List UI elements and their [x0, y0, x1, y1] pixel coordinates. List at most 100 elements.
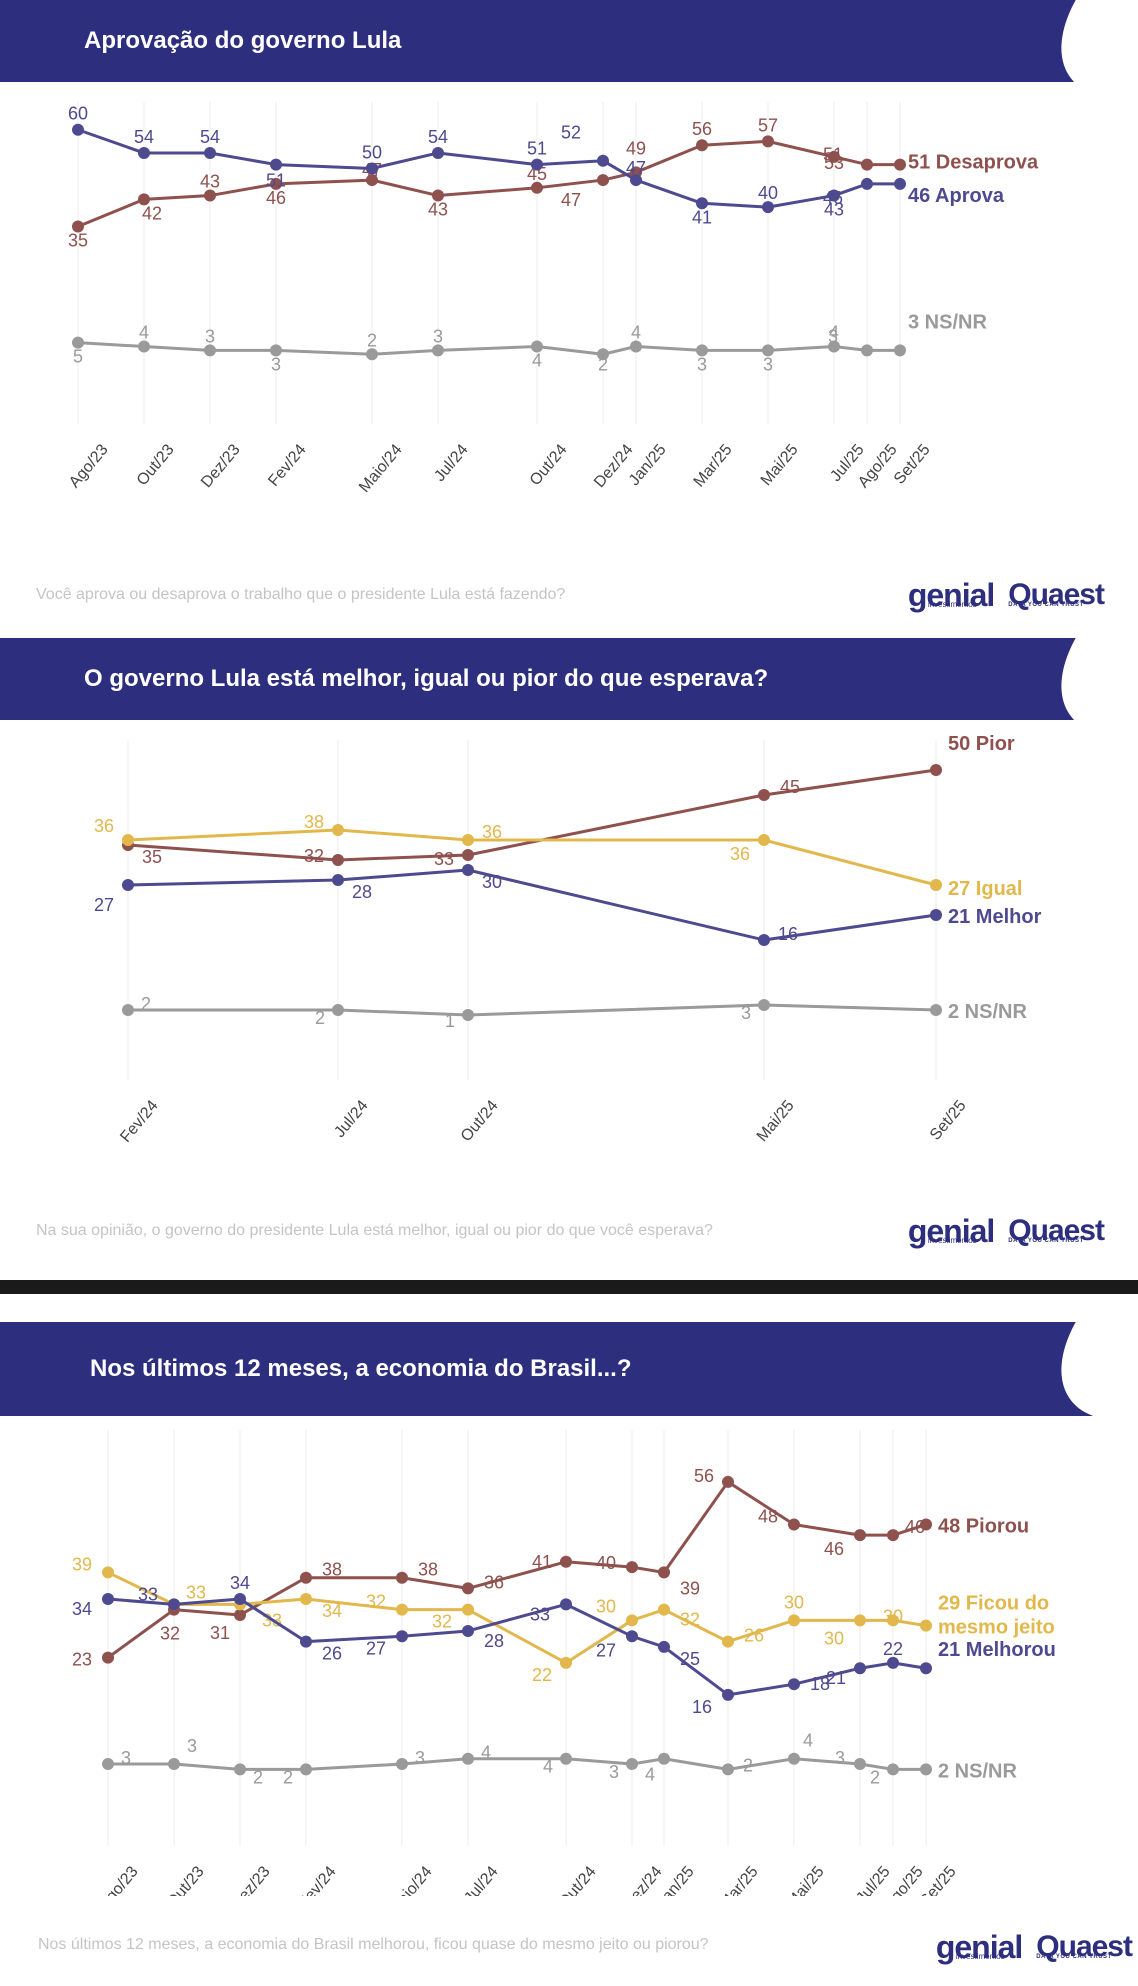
data-label: 23: [72, 1650, 92, 1670]
series-end-label: 3 NS/NR: [908, 311, 987, 333]
data-label: 4: [645, 1765, 655, 1785]
series-desaprova: 3542434647434547495657535151 Desaprova: [68, 115, 1039, 250]
series-piorou: 23 32 31 38 38 36 41 40 39 56 48 46 46 48 Piorou: [72, 1466, 1029, 1670]
data-label: 30: [883, 1606, 903, 1626]
x-tick-label: Ago/23: [96, 1863, 142, 1896]
data-label: 3: [828, 326, 838, 346]
data-label: 30: [784, 1592, 804, 1612]
series-line-piorou: [107, 1480, 927, 1659]
x-tick-label: Maio/24: [386, 1863, 436, 1896]
data-label: 51: [527, 139, 547, 159]
panel-header: Nos últimos 12 meses, a economia do Bras…: [0, 1322, 1138, 1420]
data-point: [102, 1651, 114, 1664]
data-point: [462, 864, 474, 876]
data-point: [658, 1603, 670, 1616]
series-end-label: 27 Igual: [948, 878, 1022, 900]
data-label: 32: [366, 1592, 386, 1612]
series-line-aprova: [77, 128, 900, 209]
data-point: [696, 197, 708, 210]
panel-header: O governo Lula está melhor, igual ou pio…: [0, 638, 1138, 736]
data-label: 36: [94, 816, 114, 836]
genial-logo: genial investimentos: [935, 1929, 1023, 1965]
data-label: 31: [210, 1623, 230, 1643]
gridlines: [107, 1430, 927, 1846]
data-label: 2: [315, 1008, 325, 1028]
data-point: [204, 344, 216, 357]
data-label: 48: [758, 1507, 778, 1527]
data-label: 43: [200, 172, 220, 192]
data-label: 52: [561, 123, 581, 143]
data-label: 57: [758, 115, 778, 135]
data-label: 46: [824, 1539, 844, 1559]
data-point: [332, 1004, 344, 1016]
data-label: 3: [187, 1736, 197, 1756]
brand-logos: genial investimentos Quaest DATA YOU CAN T…: [907, 577, 1105, 613]
data-point: [887, 1763, 899, 1776]
series-line-ns-nr: [128, 1003, 937, 1017]
data-point: [920, 1518, 932, 1531]
data-label: 36: [484, 1572, 504, 1592]
data-label: 30: [596, 1596, 616, 1616]
series-pior: 35 32 33 45 50 Pior: [122, 733, 1015, 869]
data-label: 39: [72, 1554, 92, 1574]
data-point: [462, 1603, 474, 1616]
data-label: 53: [824, 153, 844, 173]
data-point: [894, 158, 906, 171]
data-label: 54: [200, 127, 220, 147]
data-point: [396, 1758, 408, 1771]
data-label: 46: [266, 188, 286, 208]
data-point: [300, 1763, 312, 1776]
panel-title: Aprovação do governo Lula: [84, 27, 402, 54]
data-label: 56: [694, 1466, 714, 1486]
data-point: [828, 340, 840, 353]
data-point: [204, 189, 216, 202]
data-label: 22: [883, 1639, 903, 1659]
data-point: [626, 1630, 638, 1643]
data-point: [920, 1619, 932, 1632]
data-label: 1: [445, 1011, 455, 1031]
data-label: 45: [527, 164, 547, 184]
data-point: [828, 150, 840, 163]
data-point: [920, 1662, 932, 1675]
series-line-melhorou: [107, 1597, 927, 1697]
data-label: 32: [680, 1610, 700, 1630]
data-label: 26: [322, 1644, 342, 1664]
x-tick-label: Jul/25: [853, 1863, 894, 1896]
data-point: [788, 1752, 800, 1765]
x-tick-label: Jul/24: [461, 1863, 502, 1896]
series-line-igual: [127, 828, 937, 887]
data-point: [597, 174, 609, 187]
data-point: [788, 1678, 800, 1691]
data-point: [722, 1475, 734, 1488]
header-notch: [1019, 1322, 1138, 1420]
data-point: [930, 1004, 942, 1016]
chart-panel-economy: Nos últimos 12 meses, a economia do Bras…: [0, 1322, 1138, 1986]
data-point: [696, 344, 708, 357]
data-point: [828, 189, 840, 202]
data-point: [560, 1752, 572, 1765]
data-point: [861, 344, 873, 357]
genial-logo: genial investimentos: [907, 577, 995, 613]
data-label: 3: [415, 1748, 425, 1768]
data-label: 2: [253, 1767, 263, 1787]
data-label: 27: [366, 1638, 386, 1658]
data-label: 36: [482, 822, 502, 842]
series-end-label-line: 29 Ficou do: [938, 1593, 1049, 1615]
data-point: [930, 879, 942, 891]
data-point: [762, 344, 774, 357]
data-label: 26: [744, 1626, 764, 1646]
series-ns-nr: 2 2 1 3 2 NS/NR: [122, 994, 1027, 1031]
series-end-label: 2 NS/NR: [938, 1760, 1017, 1782]
data-label: 38: [304, 812, 324, 832]
data-point: [332, 824, 344, 836]
line-chart-economy: Ago/23 Out/23 Dez/23 Fev/24 Maio/24 Jul/24 Out…: [72, 1430, 1056, 1896]
chart-panel-expectation: O governo Lula está melhor, igual ou pio…: [0, 638, 1138, 1278]
data-label: 2: [870, 1767, 880, 1787]
series-melhor: 27 28 30 16 21 Melhor: [94, 864, 1042, 946]
data-label: 21: [826, 1668, 846, 1688]
data-label: 39: [680, 1578, 700, 1598]
